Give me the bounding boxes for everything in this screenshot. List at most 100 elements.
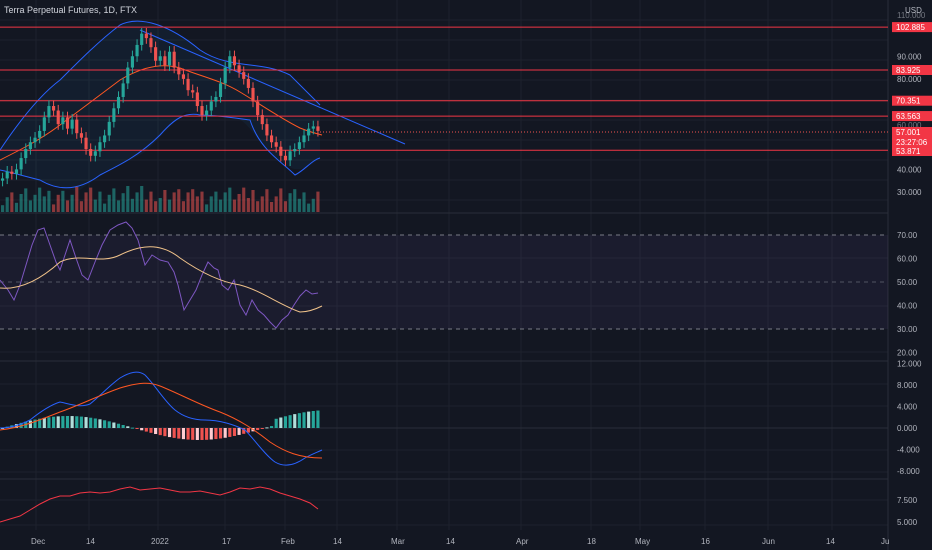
volume-bar [297, 198, 301, 212]
time-label: 14 [446, 537, 455, 546]
macd-bar [242, 428, 246, 434]
volume-bar [172, 192, 176, 212]
candle [279, 146, 283, 156]
bottom-indicator-line [0, 486, 319, 523]
macd-bar [288, 415, 292, 428]
rsi-tick: 30.00 [897, 325, 918, 334]
macd-bar [56, 416, 60, 428]
macd-bar [274, 418, 278, 428]
volume-bar [288, 193, 292, 212]
volume-bar [223, 192, 227, 212]
candle [19, 158, 23, 170]
volume-bar [311, 198, 315, 212]
rsi-tick: 20.00 [897, 349, 918, 358]
volume-bar [1, 205, 5, 212]
symbol-title: Terra Perpetual Futures, 1D, FTX [4, 5, 138, 15]
macd-bar [98, 419, 102, 428]
macd-bar [135, 428, 139, 429]
macd-bar [42, 417, 46, 428]
macd-bar [228, 428, 232, 437]
level-tag-label: 63.563 [896, 112, 921, 121]
candle [38, 130, 42, 138]
volume-bar [251, 190, 255, 212]
candle [214, 96, 218, 102]
candle [167, 51, 172, 66]
rsi-ticks: 70.00 60.00 50.00 40.00 30.00 20.00 [897, 231, 918, 358]
candle [98, 142, 102, 152]
candle [265, 124, 269, 136]
volume-bar [186, 192, 190, 212]
macd-bar [214, 428, 218, 440]
mid-price-value: 53.871 [896, 147, 921, 156]
currency-label: USD [905, 6, 922, 15]
macd-bar [140, 428, 144, 431]
macd-bar [311, 410, 315, 428]
macd-bar [195, 428, 199, 440]
macd-bar [93, 418, 97, 428]
volume-bar [126, 186, 130, 212]
price-tick: 90.000 [897, 52, 922, 61]
candle [205, 110, 209, 116]
volume-bar [75, 186, 79, 212]
macd-bar [84, 417, 88, 428]
last-price-value: 57.001 [896, 128, 921, 137]
bollinger-upper [0, 20, 321, 151]
volume-bar [214, 191, 218, 212]
macd-bar [205, 428, 209, 440]
candle [158, 56, 162, 61]
volume-bar [52, 204, 56, 212]
level-tag [892, 95, 932, 106]
candle [232, 56, 237, 66]
volume-bar [218, 199, 223, 212]
volume-bars [1, 186, 320, 212]
rsi-tick: 40.00 [897, 302, 918, 311]
candle [47, 106, 51, 118]
candle [107, 121, 111, 136]
bottom-tick: 7.500 [897, 496, 918, 505]
level-tag [892, 22, 932, 33]
candle [10, 171, 14, 174]
candle [144, 33, 148, 39]
candle [237, 65, 241, 73]
macd-bar [279, 417, 283, 428]
macd-bar [269, 426, 274, 428]
macd-bar [265, 427, 269, 429]
macd-bar [177, 428, 181, 439]
volume-bar [256, 201, 260, 212]
candle [70, 119, 74, 129]
price-tick: 80.000 [897, 75, 922, 84]
volume-bar [130, 198, 134, 212]
candle [218, 83, 223, 97]
candle [307, 128, 311, 136]
candle [260, 115, 264, 125]
macd-bar [297, 413, 301, 428]
candle [126, 67, 130, 84]
candle [223, 67, 227, 84]
candle [93, 151, 97, 156]
candle [181, 74, 186, 79]
volume-bar [209, 196, 213, 212]
level-lines [0, 26, 888, 151]
volume-bar [84, 192, 88, 212]
macd-bar [256, 428, 260, 431]
macd-bar [14, 424, 19, 428]
volume-bar [24, 188, 28, 212]
macd-bar [237, 428, 241, 435]
macd-tick: 8.000 [897, 381, 918, 390]
volume-bar [10, 192, 14, 212]
candle [121, 83, 125, 97]
volume-bar [246, 198, 250, 212]
candle [42, 117, 46, 131]
macd-bar [181, 428, 186, 440]
macd-tick: -4.000 [897, 446, 920, 455]
candle [79, 133, 83, 138]
macd-bar [70, 416, 74, 428]
candle [251, 87, 255, 102]
bollinger-fill [0, 21, 320, 191]
macd-bar [65, 416, 70, 428]
macd-bar [223, 428, 227, 438]
candle [316, 126, 320, 131]
macd-bar [260, 428, 264, 429]
candle [14, 169, 19, 174]
